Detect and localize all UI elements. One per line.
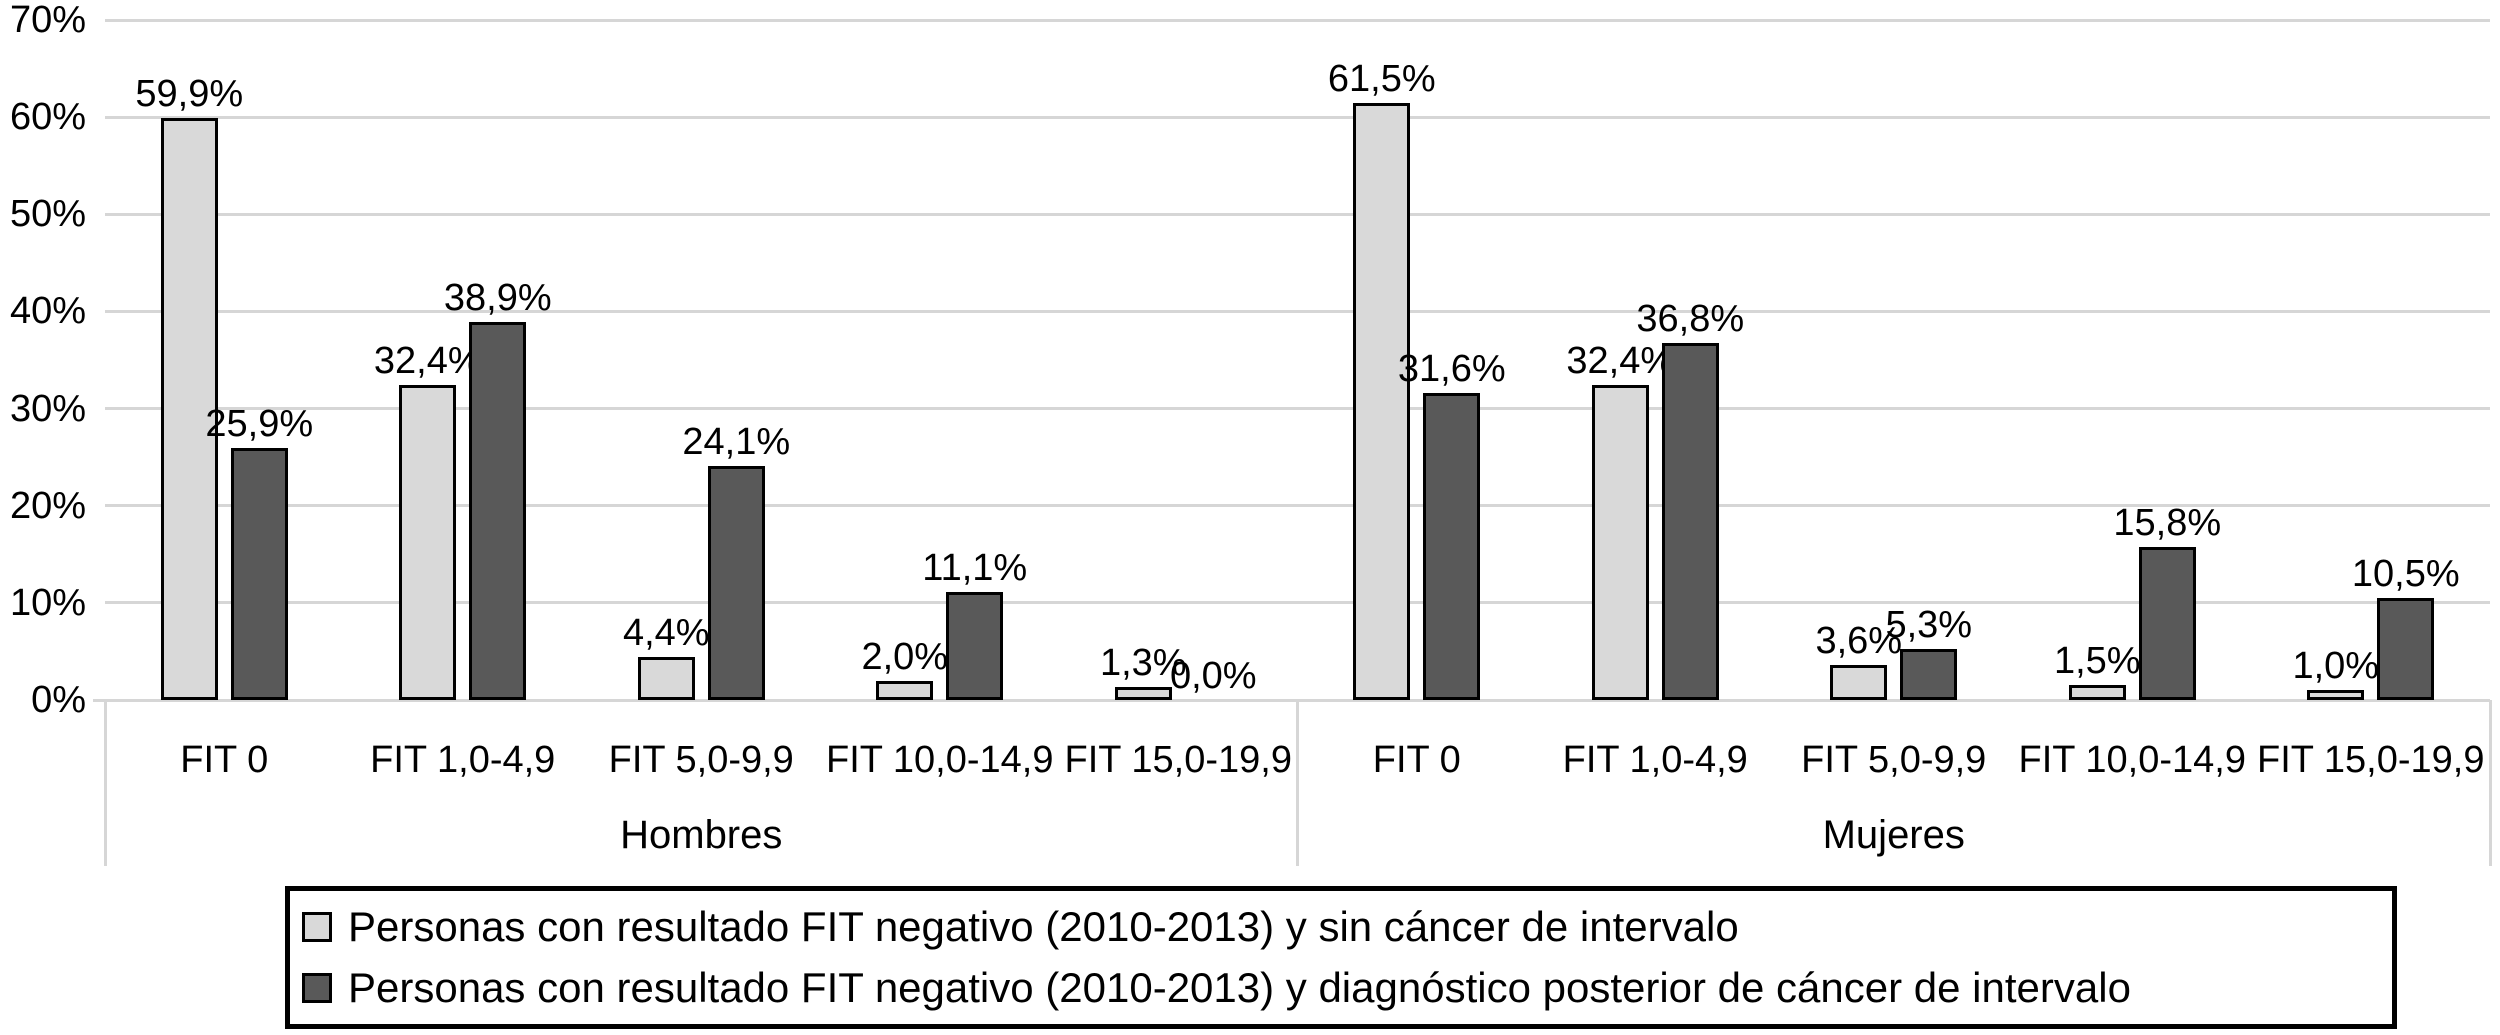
bar-value-label: 25,9% xyxy=(205,403,314,446)
y-axis-tick-label: 20% xyxy=(9,484,86,527)
bar-value-label: 15,8% xyxy=(2113,501,2222,544)
bar-value-label: 59,9% xyxy=(135,73,244,116)
legend-item: Personas con resultado FIT negativo (201… xyxy=(302,903,2380,951)
bar xyxy=(946,592,1004,700)
category-tick-label: FIT 1,0-4,9 xyxy=(1562,739,1748,781)
group-axis-label: Mujeres xyxy=(1822,813,1965,857)
legend: Personas con resultado FIT negativo (201… xyxy=(285,886,2397,1029)
category-tick-label: FIT 1,0-4,9 xyxy=(370,739,556,781)
bar-value-label: 3,6% xyxy=(1815,620,1903,663)
bar xyxy=(876,680,934,700)
bar-value-label: 5,3% xyxy=(1885,603,1973,646)
gridline xyxy=(105,18,2490,22)
bar xyxy=(230,448,288,700)
gridline xyxy=(105,309,2490,313)
bar xyxy=(1423,393,1481,700)
bar xyxy=(1114,687,1172,700)
bar-value-label: 24,1% xyxy=(682,420,791,463)
y-axis-tick-label: 10% xyxy=(9,581,86,624)
bar xyxy=(1900,648,1958,700)
category-tick-label: FIT 10,0-14,9 xyxy=(826,739,1054,781)
legend-swatch-series-1 xyxy=(302,912,332,943)
bar-value-label: 36,8% xyxy=(1636,297,1745,340)
bar-value-label: 32,4% xyxy=(373,340,482,383)
bar-value-label: 31,6% xyxy=(1397,348,1506,391)
y-axis-tick-label: 50% xyxy=(9,193,86,236)
legend-label-series-1: Personas con resultado FIT negativo (201… xyxy=(348,903,1739,951)
group-axis-label: Hombres xyxy=(620,813,783,857)
bar-value-label: 1,0% xyxy=(2292,645,2380,688)
bar-value-label: 0,0% xyxy=(1169,655,1257,697)
y-axis-tick-label: 60% xyxy=(9,96,86,139)
bar xyxy=(637,657,695,700)
bar xyxy=(1661,342,1719,700)
bar xyxy=(399,385,457,700)
category-tick-label: FIT 10,0-14,9 xyxy=(2018,739,2246,781)
bar xyxy=(2138,546,2196,700)
bar xyxy=(1591,385,1649,700)
y-axis-tick-label: 30% xyxy=(9,387,86,430)
bar-value-label: 38,9% xyxy=(443,277,552,320)
bar-value-label: 4,4% xyxy=(622,612,710,655)
category-tick-label: FIT 5,0-9,9 xyxy=(608,739,794,781)
bar xyxy=(707,465,765,700)
category-tick-label: FIT 15,0-19,9 xyxy=(2257,739,2485,781)
bar xyxy=(160,118,218,700)
bar xyxy=(1353,102,1411,700)
bar-value-label: 61,5% xyxy=(1327,57,1436,100)
bar xyxy=(2307,690,2365,700)
category-tick-label: FIT 0 xyxy=(1372,739,1461,781)
category-tick-label: FIT 15,0-19,9 xyxy=(1064,739,1292,781)
bar-value-label: 10,5% xyxy=(2351,553,2460,595)
y-axis-tick-label: 40% xyxy=(9,290,86,333)
bar xyxy=(469,322,527,700)
category-tick-label: FIT 0 xyxy=(180,739,269,781)
gridline xyxy=(105,601,2490,605)
bar xyxy=(2068,685,2126,700)
axis-divider-line xyxy=(2488,700,2492,866)
category-tick-label: FIT 5,0-9,9 xyxy=(1801,739,1987,781)
y-axis-tick-label: 70% xyxy=(9,0,86,41)
bar-value-label: 1,3% xyxy=(1099,642,1187,685)
bar-value-label: 11,1% xyxy=(922,547,1028,590)
axis-divider-line xyxy=(1296,700,1299,866)
bar-value-label: 2,0% xyxy=(861,635,949,678)
legend-swatch-series-2 xyxy=(302,972,332,1003)
gridline xyxy=(105,115,2490,119)
bar xyxy=(2377,598,2435,700)
bar xyxy=(1830,665,1888,700)
gridline xyxy=(105,212,2490,216)
bar-value-label: 1,5% xyxy=(2053,640,2141,683)
gridline xyxy=(105,504,2490,508)
gridline xyxy=(105,407,2490,411)
bar-value-label: 32,4% xyxy=(1566,340,1675,383)
legend-label-series-2: Personas con resultado FIT negativo (201… xyxy=(348,963,2131,1011)
axis-divider-line xyxy=(103,700,107,866)
y-axis-tick-label: 0% xyxy=(31,679,86,721)
x-axis-line xyxy=(93,698,2490,702)
legend-item: Personas con resultado FIT negativo (201… xyxy=(302,964,2380,1012)
